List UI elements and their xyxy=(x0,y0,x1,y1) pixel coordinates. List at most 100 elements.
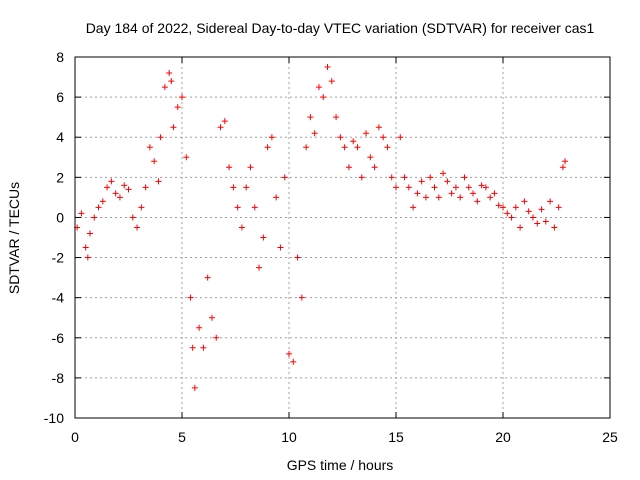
data-point xyxy=(495,202,502,209)
data-point xyxy=(345,164,352,171)
data-point xyxy=(179,94,185,101)
data-point xyxy=(217,124,224,131)
data-point xyxy=(170,124,177,131)
data-point xyxy=(303,144,310,151)
data-point xyxy=(157,134,164,141)
data-point xyxy=(78,210,85,217)
data-point xyxy=(410,204,417,211)
data-point xyxy=(256,264,263,271)
y-tick-label: 8 xyxy=(56,49,64,65)
data-point xyxy=(529,214,536,221)
data-point xyxy=(333,114,340,121)
data-point xyxy=(290,358,297,365)
data-point xyxy=(320,94,327,101)
x-tick-label: 25 xyxy=(602,429,618,445)
data-point xyxy=(538,206,545,213)
data-point xyxy=(213,334,220,341)
data-point xyxy=(324,64,331,71)
data-point xyxy=(487,194,494,201)
data-point xyxy=(191,384,198,391)
data-point xyxy=(84,254,91,261)
data-point xyxy=(461,174,468,181)
data-point xyxy=(517,224,524,231)
data-point xyxy=(367,154,374,161)
y-tick-label: -2 xyxy=(52,250,65,266)
data-point xyxy=(208,314,215,321)
data-point xyxy=(138,204,145,211)
data-point xyxy=(226,164,233,171)
axis-ticks: 0 5 10 15 20 25 -10 -8 -6 -4 -2 0 2 4 6 8 xyxy=(44,49,618,445)
data-point xyxy=(393,184,399,191)
data-point xyxy=(559,164,566,171)
series-cas1 xyxy=(74,64,569,391)
data-point xyxy=(547,198,554,205)
data-point xyxy=(243,184,250,191)
data-point xyxy=(108,178,115,185)
data-point xyxy=(452,184,459,191)
data-point xyxy=(95,204,102,211)
data-point xyxy=(448,190,455,197)
plot-frame xyxy=(74,56,611,419)
data-point xyxy=(196,324,203,331)
data-point xyxy=(155,178,162,185)
data-point xyxy=(562,158,569,165)
x-tick-label: 10 xyxy=(281,429,297,445)
y-tick-label: -10 xyxy=(44,410,64,426)
data-point xyxy=(431,184,438,191)
data-point xyxy=(230,184,237,191)
data-point xyxy=(82,244,89,251)
data-point xyxy=(491,190,498,197)
y-tick-label: 6 xyxy=(56,89,64,105)
data-point xyxy=(401,174,408,181)
data-point xyxy=(397,134,404,141)
x-tick-label: 0 xyxy=(71,429,79,445)
y-tick-label: 4 xyxy=(56,129,64,145)
data-point xyxy=(247,164,254,171)
gridlines xyxy=(75,57,610,418)
data-point xyxy=(277,244,284,251)
data-point xyxy=(121,182,128,189)
data-point xyxy=(521,198,528,205)
data-point xyxy=(86,230,93,237)
data-point xyxy=(260,234,267,241)
data-point xyxy=(315,84,322,91)
data-point xyxy=(125,186,132,193)
data-point xyxy=(375,124,382,131)
x-tick-label: 15 xyxy=(388,429,404,445)
data-point xyxy=(350,138,357,145)
data-point xyxy=(204,274,211,281)
chart-title: Day 184 of 2022, Sidereal Day-to-day VTE… xyxy=(86,20,595,36)
data-point xyxy=(161,84,168,91)
data-point xyxy=(187,294,194,301)
data-point xyxy=(168,78,175,85)
data-point xyxy=(112,190,119,197)
data-point xyxy=(151,158,158,165)
data-point xyxy=(478,182,485,189)
y-tick-label: -4 xyxy=(52,290,65,306)
data-point xyxy=(384,144,391,151)
data-point xyxy=(341,144,348,151)
data-point xyxy=(508,214,515,221)
y-axis-label: SDTVAR / TECUs xyxy=(6,182,22,294)
data-point xyxy=(525,208,532,215)
data-point xyxy=(174,104,181,111)
data-point xyxy=(129,214,136,221)
data-point xyxy=(465,184,472,191)
y-tick-label: -6 xyxy=(52,330,65,346)
data-point xyxy=(427,174,434,181)
y-tick-label: 2 xyxy=(56,169,64,185)
data-point xyxy=(435,194,442,201)
data-point xyxy=(328,78,335,85)
data-point xyxy=(200,344,207,351)
data-point xyxy=(457,194,464,201)
y-tick-label: -8 xyxy=(52,370,65,386)
data-point xyxy=(307,114,314,121)
data-point xyxy=(294,254,301,261)
data-point xyxy=(414,190,421,197)
data-point xyxy=(189,344,196,351)
data-point xyxy=(166,70,173,77)
data-point xyxy=(251,204,258,211)
data-point xyxy=(99,198,106,205)
data-point xyxy=(534,220,541,227)
